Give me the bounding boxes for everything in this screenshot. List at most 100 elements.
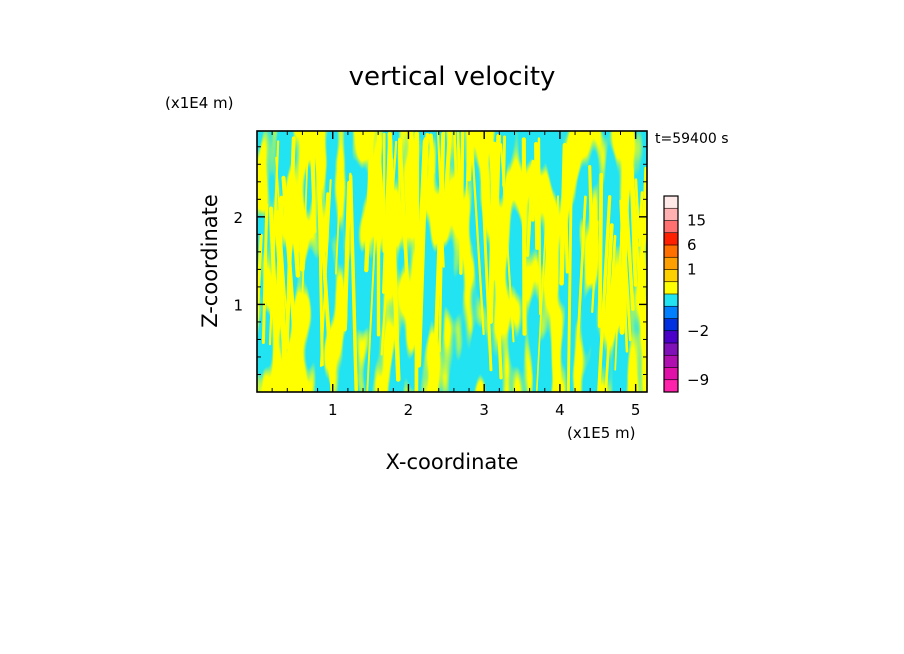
velocity-stripe <box>376 162 381 337</box>
colorbar-band <box>664 196 678 209</box>
velocity-stripe <box>521 137 527 336</box>
colorbar-band <box>664 355 678 368</box>
colorbar-band <box>664 208 678 221</box>
colorbar-band <box>664 294 678 307</box>
velocity-stripe <box>467 131 474 182</box>
colorbar-band <box>664 318 678 332</box>
velocity-stripe <box>365 145 381 392</box>
x-tick-label: 3 <box>479 401 489 419</box>
colorbar-band <box>664 343 678 356</box>
velocity-stripe <box>398 137 412 338</box>
velocity-stripe <box>428 133 435 175</box>
velocity-stripe <box>414 131 420 247</box>
velocity-stripe <box>465 131 469 211</box>
velocity-stripe <box>453 131 459 224</box>
colorbar-tick-label: 6 <box>687 236 697 254</box>
velocity-stripe <box>416 136 429 368</box>
colorbar-tick-label: −2 <box>687 322 709 340</box>
velocity-stripe <box>342 180 352 332</box>
colorbar-band <box>664 245 678 258</box>
x-tick-label: 2 <box>404 401 414 419</box>
colorbar-band <box>664 367 678 381</box>
velocity-stripe <box>537 137 542 316</box>
colorbar-tick-label: 1 <box>687 261 697 279</box>
time-label: t=59400 s <box>655 131 729 147</box>
velocity-stripe <box>639 166 647 308</box>
velocity-stripe <box>459 131 465 275</box>
velocity-stripe <box>488 141 497 324</box>
velocity-stripe <box>619 135 632 335</box>
velocity-stripe <box>526 160 535 257</box>
x-axis-unit: (x1E5 m) <box>567 424 636 442</box>
velocity-stripe <box>614 166 625 371</box>
velocity-stripe <box>566 174 573 392</box>
velocity-stripe <box>299 154 309 348</box>
y-tick-label: 1 <box>233 296 243 314</box>
colorbar-band <box>664 379 678 393</box>
velocity-stripe <box>597 172 604 328</box>
velocity-stripe <box>275 156 290 351</box>
colorbar-tick-label: −9 <box>687 371 709 389</box>
velocity-stripe <box>605 223 614 312</box>
velocity-stripe <box>591 220 599 313</box>
colorbar-band <box>664 269 678 283</box>
chart-title: vertical velocity <box>349 62 556 92</box>
velocity-stripe <box>442 131 452 228</box>
velocity-stripe <box>628 140 638 287</box>
velocity-stripe <box>500 143 515 343</box>
velocity-stripe <box>390 139 394 186</box>
x-tick-label: 1 <box>328 401 338 419</box>
y-tick-label: 2 <box>233 209 243 227</box>
velocity-stripe <box>376 133 388 262</box>
y-axis-unit: (x1E4 m) <box>165 94 234 112</box>
colorbar-band <box>664 232 678 246</box>
x-tick-label: 4 <box>555 401 565 419</box>
y-axis-label: Z-coordinate <box>198 194 222 328</box>
velocity-stripe <box>621 144 635 311</box>
velocity-stripe <box>292 229 301 278</box>
positive-stripes <box>257 131 647 392</box>
velocity-stripe <box>315 151 335 392</box>
velocity-stripe <box>311 140 316 214</box>
velocity-stripe <box>335 151 343 275</box>
velocity-stripe <box>433 132 446 362</box>
x-axis-label: X-coordinate <box>386 450 519 474</box>
colorbar-band <box>664 257 678 270</box>
velocity-stripe <box>293 197 300 253</box>
velocity-stripe <box>408 134 414 229</box>
velocity-stripe <box>638 191 644 247</box>
velocity-stripe <box>470 132 485 336</box>
plot-frame <box>256 130 648 393</box>
velocity-stripe <box>534 161 539 249</box>
velocity-stripe <box>317 188 324 367</box>
velocity-stripe <box>559 142 568 286</box>
velocity-stripe <box>502 135 506 187</box>
colorbar-band <box>664 330 678 344</box>
colorbar: 15 6 1 −2 −9 <box>663 195 709 393</box>
velocity-stripe <box>555 195 559 260</box>
velocity-stripe <box>276 210 290 392</box>
colorbar-band <box>664 306 678 319</box>
velocity-stripe <box>261 203 269 345</box>
colorbar-tick-label: 15 <box>687 212 706 230</box>
velocity-stripe <box>281 175 301 392</box>
axes-ticks: 1 2 3 4 5 1 2 <box>233 131 647 419</box>
velocity-stripe <box>571 195 587 392</box>
velocity-stripe <box>284 136 296 350</box>
velocity-stripe <box>588 164 594 253</box>
velocity-stripe <box>348 174 358 392</box>
velocity-stripe <box>397 144 401 208</box>
velocity-stripe <box>364 132 374 273</box>
colorbar-band <box>664 220 678 234</box>
velocity-stripe <box>599 234 617 392</box>
velocity-stripe <box>323 192 330 253</box>
plot-area <box>257 131 647 392</box>
velocity-stripe <box>535 182 549 392</box>
velocity-stripe <box>634 178 641 240</box>
velocity-stripe <box>387 131 401 382</box>
velocity-stripe <box>594 195 612 392</box>
colorbar-band <box>664 281 678 295</box>
x-tick-label: 5 <box>631 401 641 419</box>
velocity-stripe <box>268 206 278 311</box>
